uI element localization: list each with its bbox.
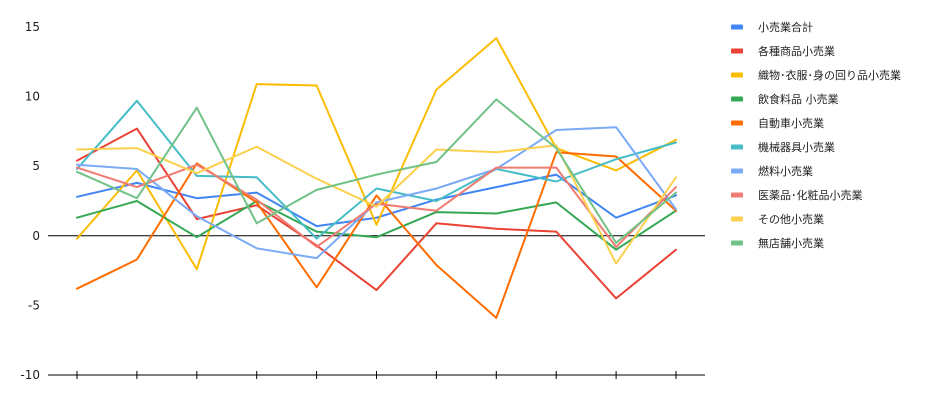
- series-line-3: [76, 200, 677, 251]
- series-lines: [76, 37, 677, 319]
- series-line-7: [76, 163, 677, 248]
- series-line-6: [76, 126, 677, 260]
- series-line-1: [76, 127, 677, 300]
- y-tick-label: -5: [28, 298, 40, 312]
- legend-label: 各種商品小売業: [758, 44, 835, 58]
- legend-swatch: [731, 96, 743, 102]
- legend-label: その他小売業: [758, 213, 824, 226]
- legend-swatch: [731, 192, 743, 198]
- legend-swatch: [731, 48, 743, 54]
- y-tick-label: -10: [20, 368, 40, 382]
- y-tick-label: 0: [32, 229, 40, 243]
- legend-swatch: [731, 144, 743, 150]
- legend-label: 織物･衣服･身の回り品小売業: [758, 68, 901, 82]
- legend-swatch: [731, 24, 743, 30]
- series-line-0: [76, 173, 677, 228]
- y-axis-tick-labels: -10 -5 0 5 10 15: [20, 20, 40, 382]
- legend-swatch: [731, 168, 743, 174]
- series-line-8: [76, 144, 677, 265]
- legend-label: 無店舗小売業: [758, 236, 824, 250]
- legend-swatch: [731, 120, 743, 126]
- legend-label: 機械器具小売業: [758, 140, 835, 154]
- legend-label: 医薬品･化粧品小売業: [758, 188, 863, 202]
- legend-label: 自動車小売業: [758, 116, 824, 130]
- legend-swatch: [731, 72, 743, 78]
- series-line-9: [76, 98, 677, 244]
- series-line-4: [76, 151, 677, 319]
- legend-swatch: [731, 216, 743, 222]
- series-line-5: [76, 99, 677, 240]
- legend-label: 飲食料品 小売業: [758, 92, 839, 106]
- y-tick-label: 5: [32, 159, 40, 173]
- legend-swatch: [731, 240, 743, 246]
- series-line-2: [76, 37, 677, 271]
- y-tick-label: 15: [25, 20, 40, 34]
- legend-label: 小売業合計: [758, 20, 813, 34]
- legend-label: 燃料小売業: [758, 164, 813, 178]
- y-tick-label: 10: [25, 90, 40, 104]
